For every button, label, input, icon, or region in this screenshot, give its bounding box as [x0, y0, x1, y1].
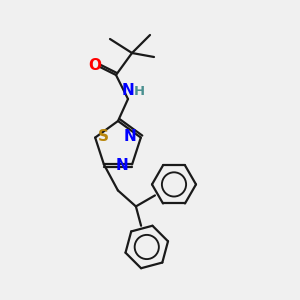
Text: N: N — [124, 129, 137, 144]
Text: H: H — [134, 85, 145, 98]
Text: N: N — [122, 83, 134, 98]
Text: O: O — [88, 58, 101, 73]
Text: S: S — [98, 129, 109, 144]
Text: N: N — [116, 158, 128, 173]
